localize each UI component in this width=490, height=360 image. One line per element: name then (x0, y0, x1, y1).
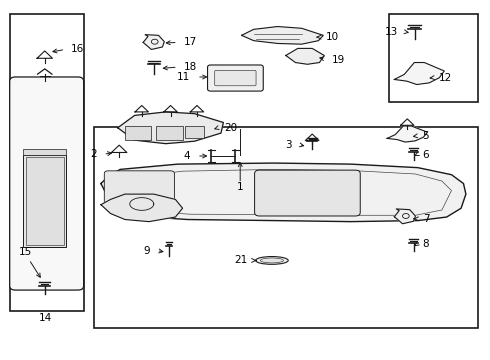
Text: 18: 18 (184, 62, 197, 72)
Polygon shape (101, 194, 183, 222)
Polygon shape (387, 126, 427, 142)
Text: 7: 7 (423, 214, 429, 224)
Polygon shape (394, 209, 416, 224)
Text: 8: 8 (423, 239, 429, 249)
Text: 13: 13 (385, 27, 398, 37)
Text: 17: 17 (184, 37, 197, 48)
Bar (156, 126, 183, 140)
FancyBboxPatch shape (215, 70, 256, 86)
Polygon shape (286, 48, 324, 64)
Text: 14: 14 (39, 313, 52, 323)
Text: 2: 2 (91, 149, 97, 159)
Text: 4: 4 (183, 151, 190, 161)
Polygon shape (118, 112, 223, 144)
Polygon shape (394, 63, 444, 85)
Text: 10: 10 (326, 32, 339, 42)
FancyBboxPatch shape (10, 77, 84, 290)
Bar (389, 14, 478, 102)
Bar (94, 127, 478, 328)
Bar (125, 126, 151, 140)
Text: 15: 15 (18, 247, 31, 257)
Text: 6: 6 (423, 150, 429, 159)
FancyBboxPatch shape (104, 171, 174, 208)
Ellipse shape (260, 258, 283, 263)
Text: 5: 5 (423, 131, 429, 141)
Bar (185, 126, 204, 138)
Text: 12: 12 (439, 73, 452, 83)
Bar (23, 149, 66, 154)
Text: 3: 3 (286, 140, 292, 150)
Ellipse shape (256, 257, 288, 264)
FancyBboxPatch shape (208, 65, 263, 91)
Polygon shape (143, 35, 164, 49)
Text: 16: 16 (71, 45, 84, 54)
Text: 9: 9 (143, 246, 150, 256)
Text: 20: 20 (224, 123, 237, 133)
Bar (10, 14, 84, 311)
Text: 11: 11 (176, 72, 190, 82)
Polygon shape (242, 27, 323, 44)
Bar (25, 157, 64, 245)
Polygon shape (101, 163, 466, 222)
Text: 1: 1 (237, 182, 244, 192)
FancyBboxPatch shape (255, 170, 360, 216)
Text: 21: 21 (234, 256, 247, 265)
Text: 19: 19 (331, 55, 344, 65)
Bar (23, 155, 66, 247)
